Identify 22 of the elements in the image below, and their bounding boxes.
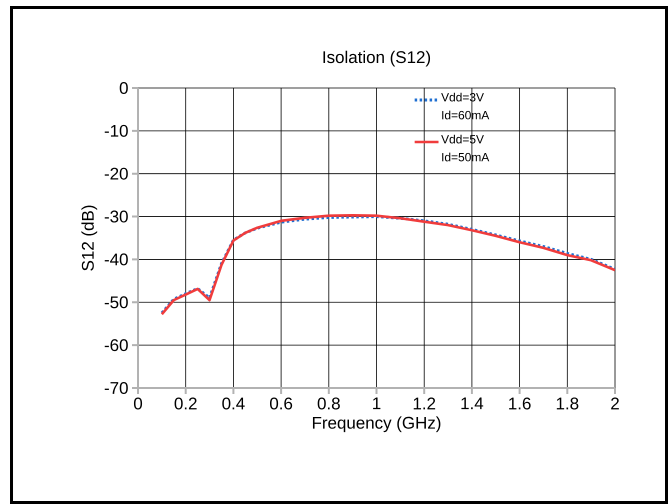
x-tick-label: 1.6 — [509, 398, 531, 410]
y-tick-label: -30 — [104, 210, 128, 223]
y-tick-label: 0 — [120, 82, 128, 94]
x-tick-label: 0 — [134, 398, 142, 410]
y-tick-label: -10 — [104, 124, 128, 137]
x-tick-label: 0.4 — [222, 398, 245, 410]
y-tick-label: -20 — [104, 168, 128, 180]
x-tick-label: 1.8 — [556, 398, 578, 410]
x-tick-label: 0.2 — [174, 398, 197, 410]
x-axis-title: Frequency (GHz) — [312, 416, 440, 432]
x-tick-label: 1.4 — [461, 398, 484, 410]
y-axis-title: S12 (dB) — [81, 206, 98, 271]
x-tick-label: 0.8 — [318, 398, 340, 410]
y-tick-label: -50 — [104, 296, 128, 308]
chart-title: Isolation (S12) — [323, 50, 430, 66]
x-tick-label: 0.6 — [270, 398, 292, 410]
x-tick-label: 2 — [611, 398, 619, 410]
y-tick-label: -60 — [104, 339, 128, 352]
x-tick-label: 1 — [373, 398, 380, 410]
y-tick-label: -70 — [104, 382, 128, 394]
y-tick-label: -40 — [104, 253, 128, 266]
x-tick-label: 1.2 — [414, 398, 436, 410]
